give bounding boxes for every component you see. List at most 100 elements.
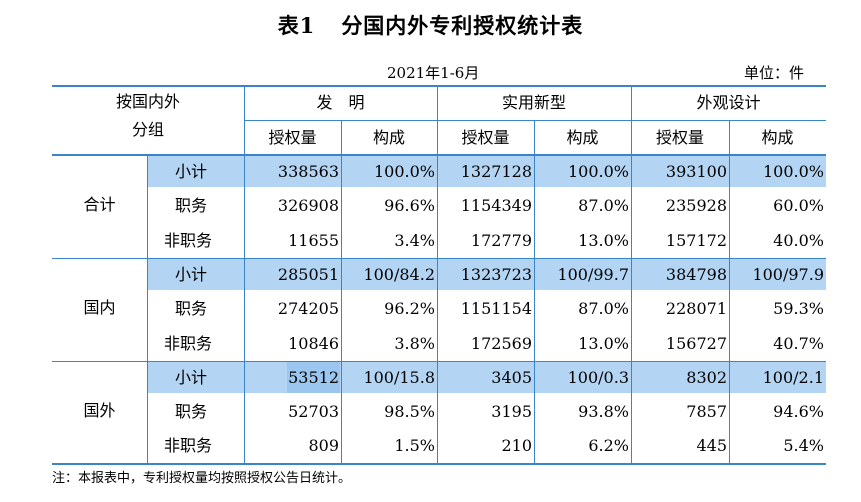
table-cell: 809	[308, 436, 339, 456]
table-cell: 1323723	[460, 264, 532, 284]
row-label: 职务	[175, 402, 208, 422]
table-cell: 326908	[277, 196, 339, 216]
table-cell: 94.6%	[773, 402, 824, 422]
table-cell: 93.8%	[578, 402, 629, 422]
table-cell: 98.5%	[384, 402, 435, 422]
column-divider	[534, 120, 535, 464]
table-cell: 100/2.1	[762, 367, 824, 387]
group-header: 按国内外	[115, 92, 180, 111]
table-cell: 393100	[665, 162, 727, 181]
footnote: 注：本报表中，专利授权量均按照授权公告日统计。	[52, 471, 352, 486]
subcolumn-header: 授权量	[461, 128, 510, 147]
table-cell: 7857	[686, 402, 727, 422]
table-number: 表1	[277, 13, 316, 38]
group-header: 分组	[131, 120, 164, 139]
group-rule	[52, 257, 826, 259]
table-cell: 13.0%	[578, 333, 629, 353]
row-label: 非职务	[164, 333, 213, 353]
column-divider	[341, 120, 342, 464]
table-cell: 100/97.9	[752, 264, 824, 284]
table-cell: 445	[696, 436, 727, 456]
column-divider	[437, 85, 438, 464]
subtotal-row-highlight	[147, 361, 826, 393]
table-title-text: 分国内外专利授权统计表	[341, 13, 584, 38]
table-cell: 156727	[665, 333, 727, 353]
table-cell: 100/0.3	[567, 367, 629, 387]
table-cell: 172569	[470, 333, 532, 353]
table-cell: 87.0%	[578, 196, 629, 216]
table-cell: 3405	[491, 367, 532, 387]
table-cell: 11655	[288, 230, 339, 250]
unit-label: 单位：件	[744, 64, 805, 82]
category-header: 外观设计	[696, 93, 761, 112]
row-label: 小计	[175, 162, 208, 181]
bottom-rule	[52, 462, 826, 465]
category-header: 发 明	[316, 93, 365, 112]
group-name: 合计	[83, 195, 116, 215]
table-cell: 100/99.7	[557, 264, 629, 284]
header-sub-rule	[244, 120, 826, 121]
table-cell: 1327128	[460, 162, 532, 181]
table-cell: 338563	[277, 162, 339, 181]
highlighted-cell	[287, 361, 340, 393]
row-label: 小计	[175, 367, 208, 387]
table-cell: 285051	[277, 264, 339, 284]
table-cell: 228071	[665, 299, 727, 319]
table-cell: 235928	[665, 196, 727, 216]
table-cell: 100.0%	[567, 162, 629, 181]
table-cell: 3.8%	[394, 333, 435, 353]
group-name: 国内	[83, 298, 116, 318]
table-cell: 96.2%	[384, 299, 435, 319]
period-label: 2021年1-6月	[387, 64, 480, 82]
group-name: 国外	[83, 401, 116, 421]
table-cell: 5.4%	[783, 436, 824, 456]
table-cell: 1.5%	[394, 436, 435, 456]
row-label: 小计	[175, 264, 208, 284]
table-cell: 3195	[491, 402, 532, 422]
subcolumn-header: 构成	[761, 128, 794, 147]
table-cell: 10846	[288, 333, 339, 353]
column-divider	[631, 85, 632, 464]
header-rule	[52, 154, 826, 156]
table-cell: 6.2%	[588, 436, 629, 456]
table-cell: 100.0%	[762, 162, 824, 181]
table-cell: 100.0%	[373, 162, 435, 181]
column-divider	[244, 85, 245, 464]
table-cell: 100/84.2	[363, 264, 435, 284]
table-cell: 87.0%	[578, 299, 629, 319]
row-label: 职务	[175, 196, 208, 216]
row-label: 职务	[175, 299, 208, 319]
table-cell: 172779	[470, 230, 532, 250]
group-rule	[52, 360, 826, 362]
table-cell: 3.4%	[394, 230, 435, 250]
table-cell: 60.0%	[773, 196, 824, 216]
table-cell: 210	[501, 436, 532, 456]
category-header: 实用新型	[501, 93, 566, 112]
top-rule	[52, 85, 826, 87]
table-cell: 13.0%	[578, 230, 629, 250]
table-title: 表1 分国内外专利授权统计表	[0, 10, 861, 40]
subcolumn-header: 授权量	[268, 128, 317, 147]
subcolumn-header: 构成	[372, 128, 405, 147]
table-cell: 100/15.8	[363, 367, 435, 387]
table-cell: 40.7%	[773, 333, 824, 353]
subtotal-row-highlight	[147, 258, 826, 290]
table-cell: 274205	[277, 299, 339, 319]
subcolumn-header: 授权量	[655, 128, 704, 147]
column-divider	[729, 120, 730, 464]
table-cell: 1151154	[460, 299, 532, 319]
patent-table: 按国内外 分组发 明实用新型 外观设计 授权量 构成 授权量 构成 授权量 构成 合计 小计 3385…	[52, 85, 826, 465]
table-cell: 157172	[665, 230, 727, 250]
table-cell: 8302	[686, 367, 727, 387]
table-cell: 52703	[288, 402, 339, 422]
table-cell: 96.6%	[384, 196, 435, 216]
table-cell: 1154349	[460, 196, 532, 216]
subcolumn-header: 构成	[566, 128, 599, 147]
table-cell: 53512	[288, 367, 339, 387]
table-cell: 384798	[665, 264, 727, 284]
row-label: 非职务	[164, 230, 213, 250]
row-label: 非职务	[164, 436, 213, 456]
column-divider	[147, 155, 148, 464]
table-cell: 59.3%	[773, 299, 824, 319]
subtotal-row-highlight	[147, 156, 826, 187]
